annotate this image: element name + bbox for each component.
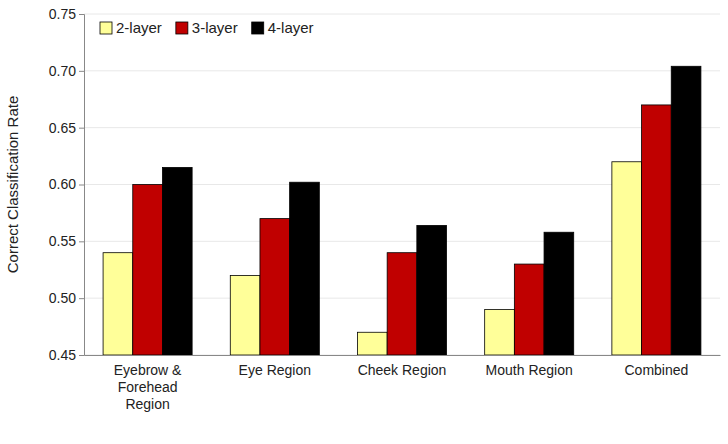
y-tick: 0.55 — [49, 233, 84, 249]
bar — [103, 253, 133, 355]
grid-line — [84, 14, 720, 15]
bar — [514, 264, 544, 355]
y-tick: 0.45 — [49, 347, 84, 363]
grid — [84, 14, 720, 355]
x-tick-label: Eyebrow &ForeheadRegion — [114, 362, 182, 412]
legend-swatch — [100, 22, 112, 34]
x-axis-line — [85, 355, 721, 356]
y-axis-title: Correct Classification Rate — [4, 96, 21, 274]
bar — [162, 167, 192, 355]
bar — [260, 219, 290, 355]
x-axis: Eyebrow &ForeheadRegion Eye Region Cheek R… — [85, 355, 721, 412]
x-tick-label: Eye Region — [239, 362, 311, 378]
legend-item: 4-layer — [252, 19, 314, 36]
y-tick: 0.50 — [49, 290, 84, 306]
legend: 2-layer 3-layer 4-layer — [100, 19, 314, 36]
x-tick: Eye Region — [239, 355, 311, 378]
bar-series — [162, 66, 700, 355]
bar — [642, 105, 672, 355]
y-tick: 0.60 — [49, 176, 84, 192]
bar — [387, 253, 417, 355]
legend-swatch — [252, 22, 264, 34]
y-tick-label: 0.45 — [49, 347, 76, 363]
bar — [485, 310, 515, 355]
x-tick-label: Combined — [624, 362, 688, 378]
y-tick: 0.70 — [49, 63, 84, 79]
y-tick-label: 0.60 — [49, 176, 76, 192]
y-tick-mark — [79, 185, 84, 186]
y-tick-label: 0.70 — [49, 63, 76, 79]
y-tick-label: 0.65 — [49, 120, 76, 136]
y-tick-label: 0.75 — [49, 6, 76, 22]
y-tick-mark — [79, 71, 84, 72]
bars — [103, 66, 701, 355]
y-tick-label: 0.50 — [49, 290, 76, 306]
legend-swatch — [176, 22, 188, 34]
bar-series — [133, 105, 671, 355]
y-tick-mark — [79, 298, 84, 299]
y-tick: 0.65 — [49, 120, 84, 136]
grid-line — [84, 127, 720, 128]
bar — [544, 232, 574, 355]
legend-label: 4-layer — [268, 19, 314, 36]
y-tick-mark — [79, 14, 84, 15]
y-tick-label: 0.55 — [49, 233, 76, 249]
bar — [671, 66, 701, 355]
x-tick: Mouth Region — [486, 355, 573, 378]
bar — [417, 225, 447, 355]
y-tick-mark — [79, 355, 84, 356]
legend-label: 3-layer — [192, 19, 238, 36]
bar — [357, 332, 387, 355]
bar — [290, 182, 320, 355]
bar — [612, 162, 642, 355]
y-tick: 0.75 — [49, 6, 84, 22]
x-tick: Cheek Region — [358, 355, 447, 378]
x-tick: Combined — [624, 355, 688, 378]
bar — [133, 185, 163, 356]
x-tick: Eyebrow &ForeheadRegion — [114, 355, 182, 412]
y-tick-mark — [79, 241, 84, 242]
y-tick-mark — [79, 128, 84, 129]
legend-item: 3-layer — [176, 19, 238, 36]
x-tick-label: Cheek Region — [358, 362, 447, 378]
chart: 0.45 0.50 0.55 0.60 0.65 0.70 0.75 Eyebrow &For… — [0, 0, 728, 444]
legend-item: 2-layer — [100, 19, 162, 36]
legend-label: 2-layer — [116, 19, 162, 36]
y-axis-line — [79, 15, 85, 356]
grid-line — [84, 70, 720, 71]
plot: 0.45 0.50 0.55 0.60 0.65 0.70 0.75 Eyebrow &For… — [49, 6, 721, 412]
bar — [230, 275, 260, 355]
bar-series — [103, 162, 641, 355]
x-tick-label: Mouth Region — [486, 362, 573, 378]
y-axis: 0.45 0.50 0.55 0.60 0.65 0.70 0.75 — [49, 6, 85, 363]
